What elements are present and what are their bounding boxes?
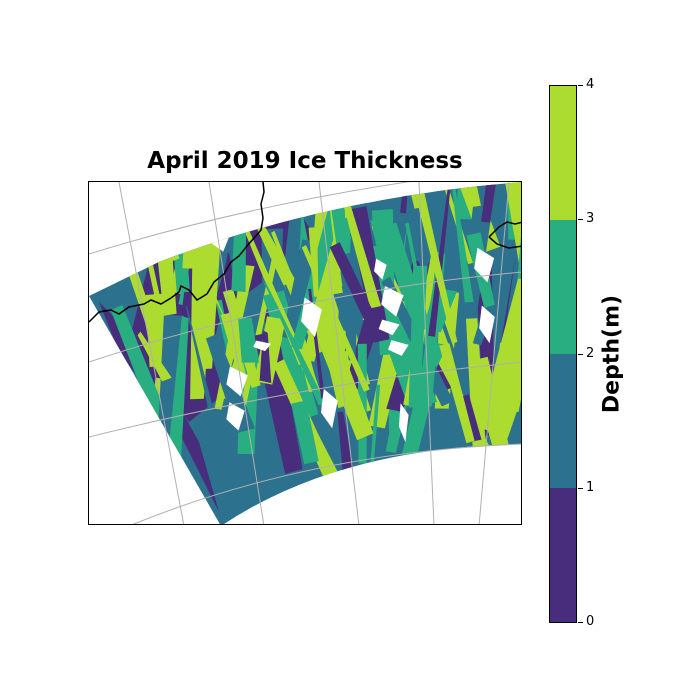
thickness-streak	[160, 182, 168, 207]
map-panel	[88, 181, 522, 525]
thickness-streak	[344, 230, 360, 361]
thickness-streak	[253, 182, 276, 227]
colorbar-band-0	[550, 488, 576, 622]
colorbar-tick-label: 3	[586, 211, 595, 227]
thickness-streak	[179, 182, 194, 196]
colorbar-tick-label: 0	[586, 614, 595, 629]
colorbar-tick	[578, 622, 583, 623]
graticule-line	[118, 182, 185, 524]
thickness-streak	[296, 182, 328, 187]
thickness-streak	[167, 316, 189, 460]
thickness-streak	[239, 214, 308, 366]
thickness-streak	[149, 182, 183, 264]
graticule-line	[208, 182, 265, 524]
colorbar-tick	[578, 487, 583, 489]
thickness-streak	[329, 242, 386, 343]
no-data-gap	[378, 319, 400, 336]
no-data-gap	[381, 286, 404, 317]
thickness-streak	[337, 411, 355, 474]
thickness-streak	[107, 182, 164, 248]
thickness-streak	[448, 182, 474, 303]
colorbar-tick-label: 4	[586, 77, 595, 92]
colorbar-tick	[578, 353, 583, 355]
thickness-streak	[220, 312, 247, 382]
colorbar-tick-label: 2	[586, 345, 595, 361]
thickness-streak	[151, 182, 204, 198]
graticule-line	[418, 182, 435, 524]
ice-thickness-map	[89, 182, 521, 524]
thickness-streak	[336, 182, 382, 309]
graticule-line	[89, 271, 521, 363]
no-data-gap	[226, 402, 245, 431]
chart-title: April 2019 Ice Thickness	[147, 148, 463, 174]
thickness-streak	[168, 189, 196, 237]
thickness-streak	[326, 350, 354, 409]
no-data-gap	[398, 403, 409, 443]
no-data-gap	[388, 340, 409, 356]
thickness-streak	[238, 317, 260, 363]
colorbar-band-3	[550, 86, 576, 220]
thickness-streak	[501, 182, 521, 212]
thickness-streak	[308, 227, 319, 297]
coastline-segment	[89, 182, 265, 323]
thickness-streak	[168, 182, 187, 196]
no-data-gap	[253, 340, 272, 352]
thickness-streak	[208, 182, 250, 232]
thickness-streak	[413, 183, 458, 344]
thickness-streak	[108, 182, 173, 195]
graticule-line	[478, 182, 510, 524]
colorbar-tick	[578, 219, 583, 221]
thickness-streak	[490, 321, 521, 439]
thickness-streak	[133, 182, 168, 223]
thickness-streak	[157, 182, 181, 222]
coastline-segment	[488, 236, 521, 249]
thickness-streak	[186, 305, 223, 447]
colorbar-band-1	[550, 354, 576, 488]
thickness-streak	[428, 182, 454, 337]
thickness-streak	[481, 182, 506, 223]
thickness-streak	[320, 182, 379, 193]
coastline-segment	[488, 221, 521, 238]
thickness-streak	[370, 384, 381, 468]
thickness-streak	[495, 207, 521, 374]
colorbar-band-2	[550, 220, 576, 354]
colorbar	[549, 85, 577, 623]
no-data-gap	[479, 305, 495, 344]
colorbar-label: Depth(m)	[599, 294, 625, 414]
thickness-streak	[156, 315, 184, 457]
thickness-streak	[132, 182, 180, 263]
thickness-streak	[400, 182, 411, 214]
no-data-gap	[301, 297, 322, 338]
coastline	[89, 182, 521, 323]
thickness-streak	[451, 182, 459, 186]
thickness-streak	[439, 343, 475, 444]
colorbar-tick	[578, 85, 583, 86]
thickness-streak	[110, 305, 170, 426]
graticule-line	[89, 361, 521, 438]
thickness-streak	[408, 265, 428, 408]
thickness-field	[89, 182, 521, 524]
no-data-gap	[474, 247, 495, 283]
graticule-line	[132, 443, 521, 524]
no-data-gap	[374, 258, 387, 280]
no-data-gap	[320, 388, 338, 429]
colorbar-tick-label: 1	[586, 479, 595, 495]
graticule	[89, 182, 521, 524]
thickness-streak	[190, 263, 213, 400]
thickness-streak	[291, 400, 319, 465]
graticule-line	[89, 182, 411, 255]
graticule-line	[318, 182, 360, 524]
thickness-streak	[466, 318, 488, 471]
thickness-streak	[158, 182, 167, 273]
